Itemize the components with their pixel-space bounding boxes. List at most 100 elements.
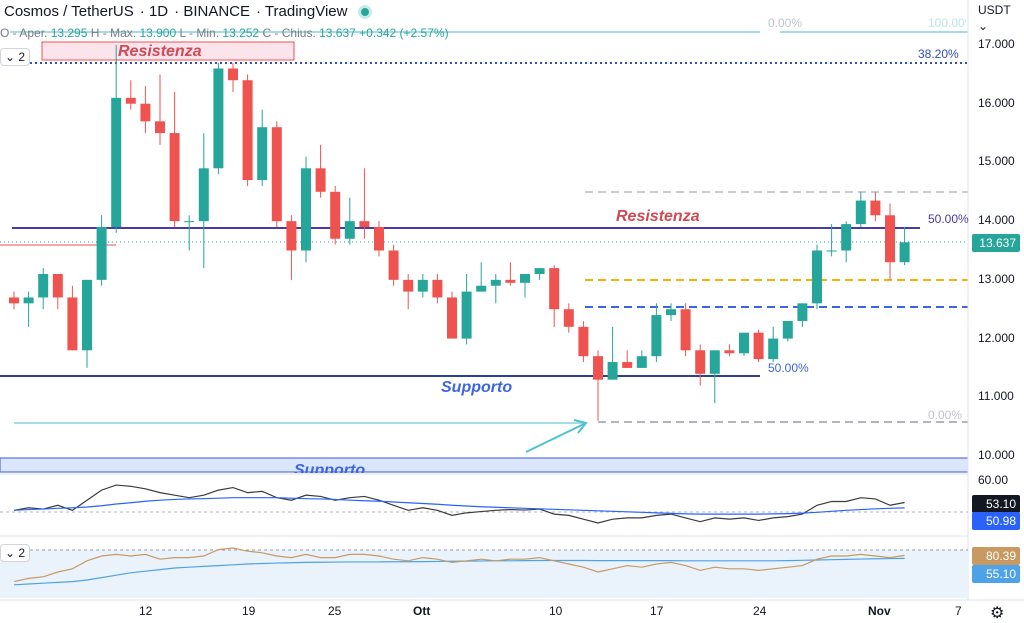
- candle-body: [651, 315, 662, 357]
- currency-button[interactable]: USDT ⌄: [974, 2, 1024, 33]
- candle-body: [257, 127, 268, 181]
- fib-label-mid-50: 50.00%: [768, 361, 809, 375]
- candle-body: [417, 279, 428, 292]
- candle-body: [38, 273, 49, 298]
- stoch-k-tag: 80.39: [972, 547, 1020, 565]
- stoch-d-tag: 55.10: [972, 565, 1020, 583]
- candle-body: [461, 291, 472, 339]
- chevron-down-icon: ⌄: [5, 50, 16, 64]
- candle-body: [855, 200, 866, 225]
- fib-label-top-0: 0.00%: [768, 16, 803, 30]
- candle-body: [520, 273, 530, 283]
- candle-body: [563, 309, 574, 327]
- candle-body: [753, 332, 764, 360]
- candles-group: [9, 45, 910, 421]
- candle-body: [447, 297, 457, 339]
- candle-body: [228, 68, 238, 81]
- time-axis-label: 10: [549, 604, 563, 618]
- candle-body: [140, 103, 151, 122]
- candle-body: [490, 279, 501, 286]
- price-axis-label: 13.000: [978, 271, 1015, 286]
- candle-body: [841, 224, 852, 251]
- candle-body: [885, 215, 895, 263]
- price-axis-label: 14.000: [978, 213, 1015, 228]
- stoch-k-line: [13, 547, 905, 583]
- time-axis-label: 19: [242, 604, 256, 618]
- fib-label-38: 38.20%: [918, 47, 959, 61]
- fib-label-low-0: 0.00%: [928, 408, 963, 422]
- candle-body: [169, 133, 180, 222]
- candle-body: [286, 221, 297, 251]
- candle-body: [739, 332, 749, 354]
- candle-body: [301, 168, 311, 251]
- candle-body: [782, 320, 793, 339]
- candle-body: [9, 297, 19, 304]
- support-bottom-label: Supporto: [294, 462, 366, 473]
- candle-body: [695, 350, 706, 374]
- symbol-name[interactable]: Cosmos / TetherUS: [4, 3, 134, 20]
- fib-label-right-50: 50.00%: [928, 212, 969, 226]
- chevron-down-icon: ⌄: [978, 19, 989, 33]
- candle-body: [155, 121, 165, 134]
- candle-body: [870, 200, 881, 216]
- interval-label[interactable]: 1D: [148, 3, 169, 20]
- candle-body: [432, 279, 443, 298]
- low-value: 13.252: [222, 26, 260, 40]
- time-axis-label: 17: [650, 604, 664, 618]
- change-value: +0.342 (+2.57%): [359, 26, 449, 40]
- time-axis-label: 12: [139, 604, 153, 618]
- exchange-label: BINANCE: [183, 3, 250, 20]
- candle-body: [724, 350, 735, 354]
- candle-body: [680, 309, 691, 351]
- candle-body: [271, 127, 282, 222]
- candle-body: [578, 326, 589, 357]
- price-axis-label: 10.000: [978, 448, 1015, 462]
- candle-body: [52, 273, 63, 298]
- stoch-band: [0, 550, 968, 598]
- resistance-top-label: Resistenza: [118, 43, 202, 60]
- close-value: 13.637: [319, 26, 356, 40]
- rsi-ma-tag: 50.98: [972, 512, 1020, 530]
- time-axis-label: 25: [328, 604, 342, 618]
- candle-body: [198, 168, 209, 222]
- indicators-toggle-button[interactable]: ⌄ 2: [0, 48, 31, 66]
- candle-body: [359, 221, 370, 228]
- rsi-ma-line: [13, 497, 905, 515]
- resistance-mid-label: Resistenza: [616, 208, 700, 225]
- support-label: Supporto: [441, 379, 513, 396]
- ohlc-legend: O - Aper. 13.295 H - Max. 13.900 L - Min…: [0, 26, 449, 40]
- candle-body: [622, 362, 633, 368]
- rsi-level-label: 60.00: [978, 473, 1009, 487]
- candle-body: [67, 297, 78, 351]
- candle-body: [315, 168, 326, 192]
- candle-body: [374, 227, 384, 251]
- indicators-group: [13, 484, 905, 586]
- stoch-toggle-button[interactable]: ⌄ 2: [0, 544, 31, 562]
- market-status-icon: [357, 5, 372, 20]
- price-axis-label: 15.000: [978, 154, 1015, 169]
- candle-body: [82, 279, 92, 351]
- candle-body: [242, 80, 253, 181]
- candle-body: [388, 250, 399, 280]
- candle-body: [505, 279, 516, 283]
- candle-body: [23, 297, 34, 304]
- candle-body: [768, 338, 779, 360]
- time-axis-label: Nov: [868, 604, 891, 618]
- candle-body: [125, 97, 136, 104]
- candle-body: [709, 350, 720, 374]
- time-axis-label: 7: [955, 604, 962, 618]
- arrow-head: [573, 419, 588, 434]
- resistance-zone: [41, 41, 295, 61]
- candle-body: [899, 242, 910, 263]
- open-value: 13.295: [50, 26, 88, 40]
- candle-body: [476, 285, 487, 292]
- candle-body: [344, 221, 355, 239]
- candle-body: [213, 68, 224, 169]
- settings-gear-icon[interactable]: ⚙: [990, 605, 1005, 622]
- time-axis-label: 24: [753, 604, 767, 618]
- candle-body: [593, 356, 603, 380]
- candle-body: [812, 250, 822, 304]
- candle-body: [549, 268, 560, 310]
- candle-body: [403, 279, 414, 292]
